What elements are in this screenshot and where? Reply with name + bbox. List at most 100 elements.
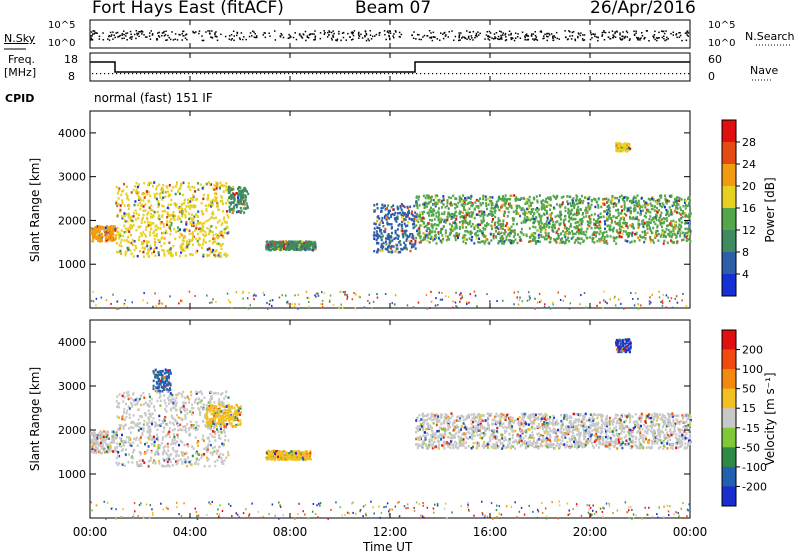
echo-cell	[436, 202, 439, 205]
echo-cell	[246, 190, 248, 193]
echo-cell	[625, 150, 628, 153]
nsky-point	[411, 34, 413, 37]
echo-cell	[672, 201, 675, 204]
nsky-point	[500, 34, 502, 37]
ground-scatter-cell	[434, 304, 437, 307]
echo-cell	[591, 237, 594, 240]
nsky-point	[487, 35, 489, 38]
echo-cell	[188, 229, 191, 232]
echo-cell	[473, 242, 476, 245]
echo-cell	[161, 210, 164, 213]
echo-cell	[195, 223, 198, 226]
echo-cell	[684, 199, 687, 203]
echo-cell	[105, 430, 108, 434]
nsky-point	[430, 36, 433, 38]
echo-cell	[618, 143, 621, 147]
nsky-point	[622, 31, 624, 33]
echo-cell	[230, 188, 233, 192]
nsky-point	[547, 36, 549, 38]
echo-cell	[220, 457, 223, 460]
echo-cell	[101, 431, 104, 435]
ground-scatter-cell	[455, 305, 457, 308]
echo-cell	[430, 223, 433, 226]
echo-cell	[115, 202, 118, 205]
nsky-point	[645, 30, 648, 32]
echo-cell	[144, 401, 147, 405]
echo-cell	[238, 202, 241, 205]
echo-cell	[381, 206, 384, 210]
echo-cell	[580, 227, 583, 231]
echo-cell	[273, 247, 276, 251]
nsky-point	[374, 35, 376, 37]
ground-scatter-cell	[452, 306, 454, 309]
echo-cell	[598, 240, 601, 243]
nsky-point	[530, 33, 533, 35]
echo-cell	[138, 198, 140, 201]
echo-cell	[427, 194, 430, 197]
echo-cell	[165, 458, 168, 461]
echo-cell	[675, 197, 678, 200]
echo-cell	[157, 201, 160, 205]
nsky-point	[174, 33, 177, 35]
echo-cell	[148, 206, 151, 209]
ground-scatter-cell	[124, 299, 126, 302]
nave-point	[652, 73, 654, 75]
echo-cell	[464, 220, 467, 223]
echo-cell	[146, 252, 149, 256]
echo-cell	[631, 231, 634, 234]
echo-cell	[464, 234, 467, 237]
echo-cell	[453, 221, 456, 225]
nsky-point	[121, 32, 124, 35]
echo-cell	[484, 198, 487, 201]
echo-cell	[538, 213, 541, 216]
nsky-point	[91, 39, 94, 41]
echo-cell	[162, 231, 165, 235]
echo-cell	[461, 211, 464, 214]
echo-cell	[100, 239, 103, 243]
echo-cell	[446, 201, 449, 205]
nsky-point	[420, 38, 422, 41]
echo-cell	[194, 198, 197, 201]
echo-cell	[195, 392, 198, 395]
echo-cell	[126, 394, 129, 397]
echo-cell	[415, 200, 418, 203]
echo-cell	[166, 460, 169, 464]
echo-cell	[130, 397, 133, 400]
echo-cell	[127, 228, 129, 232]
ground-scatter-cell	[346, 296, 349, 298]
echo-cell	[388, 217, 391, 220]
echo-cell	[621, 144, 624, 148]
echo-cell	[641, 209, 644, 212]
echo-cell	[533, 238, 536, 241]
echo-cell	[459, 196, 462, 200]
nsky-point	[653, 34, 656, 36]
echo-cell	[119, 204, 122, 207]
echo-cell	[118, 236, 121, 240]
nsky-point	[568, 30, 570, 32]
echo-cell	[679, 213, 682, 216]
echo-cell	[610, 202, 613, 205]
nsky-point	[678, 32, 680, 34]
echo-cell	[141, 218, 144, 221]
echo-cell	[98, 442, 101, 445]
echo-cell	[169, 194, 172, 197]
nsky-point	[492, 38, 495, 40]
echo-cell	[230, 197, 233, 200]
echo-cell	[671, 233, 674, 236]
echo-cell	[593, 231, 596, 234]
echo-cell	[149, 194, 152, 198]
echo-cell	[553, 238, 556, 241]
echo-cell	[569, 195, 572, 199]
echo-cell	[130, 215, 133, 218]
echo-cell	[468, 221, 471, 224]
echo-cell	[432, 224, 435, 227]
echo-cell	[623, 199, 626, 203]
echo-cell	[474, 224, 477, 227]
velocity-echoes	[90, 337, 692, 520]
echo-cell	[246, 205, 249, 208]
nsky-point	[500, 36, 503, 38]
echo-cell	[532, 215, 534, 218]
echo-cell	[402, 235, 405, 239]
echo-cell	[584, 209, 587, 212]
echo-cell	[143, 233, 146, 236]
